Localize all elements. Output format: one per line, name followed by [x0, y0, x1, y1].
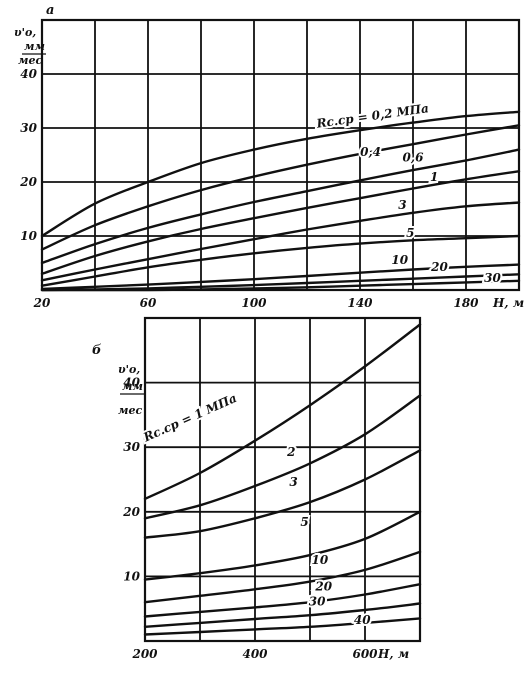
curve-label: 5	[300, 515, 308, 529]
curve-label: 40	[354, 613, 371, 627]
y-tick-label: 40	[20, 67, 37, 81]
x-tick-label: 100	[241, 296, 267, 310]
plot-frame	[40, 18, 521, 292]
series-line	[40, 234, 521, 287]
y-axis-label-line: мес	[118, 404, 142, 417]
y-axis-label-line: υ'o,	[14, 26, 36, 39]
series-line	[40, 170, 521, 275]
y-tick-label: 30	[123, 440, 140, 454]
x-tick-label: 60	[140, 296, 157, 310]
series-line	[40, 263, 521, 291]
x-axis-label: Н, м	[492, 296, 524, 310]
series-line	[143, 449, 422, 539]
curve-label: 10	[391, 253, 408, 267]
curve-label: 3	[289, 475, 297, 489]
x-tick-label: 400	[242, 647, 268, 661]
x-axis-label: Н, м	[377, 647, 409, 661]
y-tick-label: 20	[19, 175, 37, 189]
x-tick-label: 140	[347, 296, 373, 310]
series-line	[143, 583, 422, 618]
curve-label: 1	[430, 170, 438, 184]
plot-frame	[143, 316, 422, 643]
curve-label: 2	[286, 445, 295, 459]
curve-label: 3	[398, 198, 406, 212]
curve-label: Rс.ср = 1 МПа	[140, 391, 238, 445]
y-axis-label-line: υ'o,	[118, 363, 140, 376]
y-axis-label: υ'o, мм мес	[118, 363, 144, 417]
series-line	[143, 323, 422, 501]
curve-label: 10	[312, 553, 329, 567]
series-line	[40, 124, 521, 251]
y-tick-label: 10	[123, 569, 140, 583]
y-tick-label: 10	[20, 229, 37, 243]
series-line	[143, 617, 422, 636]
series-line	[143, 394, 422, 520]
series-line	[143, 510, 422, 581]
x-tick-label: 600	[352, 647, 378, 661]
series-line	[40, 110, 521, 238]
y-tick-label: 20	[122, 505, 140, 519]
series-line	[143, 550, 422, 604]
panel-label: б	[92, 343, 102, 358]
curve-label: 20	[430, 260, 448, 274]
curve-label: 5	[406, 226, 414, 240]
series-line	[40, 201, 521, 282]
y-axis-label-line: мм	[122, 380, 143, 393]
x-tick-label: 200	[131, 647, 158, 661]
panel-label: а	[46, 3, 54, 18]
series-line	[40, 279, 521, 292]
y-tick-label: 40	[123, 376, 140, 390]
series-line	[40, 148, 521, 265]
curve-label: 0,6	[403, 150, 425, 164]
curve-label: 30	[484, 271, 501, 285]
x-tick-label: 20	[33, 296, 51, 310]
curve-label: 0,4	[360, 145, 381, 159]
y-axis-label-line: мм	[24, 40, 45, 53]
x-tick-label: 180	[453, 296, 479, 310]
curve-label: 20	[314, 580, 332, 594]
y-tick-label: 30	[20, 121, 37, 135]
curve-label: 30	[309, 594, 326, 608]
y-axis-label-line: мес	[18, 54, 42, 67]
series-line	[143, 602, 422, 628]
